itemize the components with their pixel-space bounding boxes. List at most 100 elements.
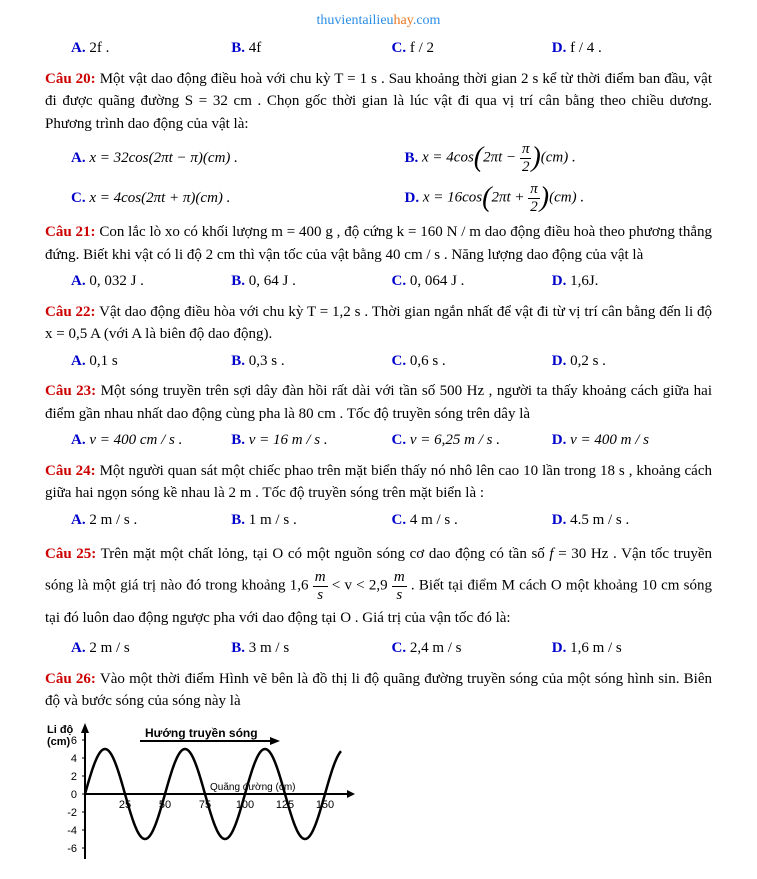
header-part2: hay bbox=[394, 13, 413, 28]
q19-c: f / 2 bbox=[410, 40, 434, 56]
label-a: A. bbox=[71, 147, 86, 170]
q21-c: 0, 064 J . bbox=[410, 273, 465, 289]
svg-text:0: 0 bbox=[71, 789, 77, 801]
q23-label: Câu 23: bbox=[45, 383, 96, 399]
q19-options: A. 2f . B. 4f C. f / 2 D. f / 4 . bbox=[45, 37, 712, 60]
svg-text:-4: -4 bbox=[67, 825, 77, 837]
q25-c: 2,4 m / s bbox=[410, 640, 462, 656]
header-part3: .com bbox=[413, 13, 441, 28]
q25-a: 2 m / s bbox=[89, 640, 129, 656]
q22-a: 0,1 s bbox=[89, 353, 117, 369]
svg-text:-6: -6 bbox=[67, 843, 77, 855]
q20-b: x = 4cos(2πt − π2)(cm) . bbox=[422, 141, 576, 175]
label-d: D. bbox=[552, 640, 567, 656]
label-c: C. bbox=[392, 512, 407, 528]
q21-b: 0, 64 J . bbox=[249, 273, 296, 289]
label-c: C. bbox=[392, 40, 407, 56]
label-d: D. bbox=[552, 40, 567, 56]
svg-text:125: 125 bbox=[276, 799, 294, 811]
q19-b: 4f bbox=[249, 40, 262, 56]
q23-b: v = 16 m / s . bbox=[249, 432, 328, 448]
q20-row2: C. x = 4cos(2πt + π)(cm) . D. x = 16cos(… bbox=[45, 181, 712, 215]
q23-options: A. v = 400 cm / s . B. v = 16 m / s . C.… bbox=[45, 429, 712, 452]
q22-options: A. 0,1 s B. 0,3 s . C. 0,6 s . D. 0,2 s … bbox=[45, 350, 712, 373]
q23-text: Một sóng truyền trên sợi dây đàn hồi rất… bbox=[45, 383, 712, 422]
label-a: A. bbox=[71, 40, 86, 56]
q21-a: 0, 032 J . bbox=[89, 273, 144, 289]
q20: Câu 20: Một vật dao động điều hoà với ch… bbox=[45, 68, 712, 136]
label-a: A. bbox=[71, 432, 86, 448]
svg-text:-2: -2 bbox=[67, 807, 77, 819]
label-b: B. bbox=[231, 432, 245, 448]
q22: Câu 22: Vật dao động điều hòa với chu kỳ… bbox=[45, 301, 712, 346]
label-a: A. bbox=[71, 640, 86, 656]
wave-graph: 6420-2-4-6255075100125150Li độ(cm)Quãng … bbox=[45, 719, 365, 869]
label-c: C. bbox=[392, 432, 407, 448]
q21-label: Câu 21: bbox=[45, 224, 96, 240]
label-c: C. bbox=[71, 187, 86, 210]
q24-label: Câu 24: bbox=[45, 463, 96, 479]
q25-b: 3 m / s bbox=[249, 640, 289, 656]
q24-options: A. 2 m / s . B. 1 m / s . C. 4 m / s . D… bbox=[45, 509, 712, 532]
q24-a: 2 m / s . bbox=[89, 512, 137, 528]
q21-options: A. 0, 032 J . B. 0, 64 J . C. 0, 064 J .… bbox=[45, 270, 712, 293]
q24-b: 1 m / s . bbox=[249, 512, 297, 528]
label-b: B. bbox=[231, 273, 245, 289]
q26-text: Vào một thời điểm Hình vẽ bên là đồ thị … bbox=[45, 671, 712, 710]
q26-label: Câu 26: bbox=[45, 671, 96, 687]
svg-text:150: 150 bbox=[316, 799, 334, 811]
label-d: D. bbox=[552, 273, 567, 289]
q24-text: Một người quan sát một chiếc phao trên m… bbox=[45, 463, 712, 502]
label-b: B. bbox=[231, 353, 245, 369]
label-d: D. bbox=[552, 432, 567, 448]
q22-c: 0,6 s . bbox=[410, 353, 446, 369]
q25-t1: Trên mặt một chất lỏng, tại O có một ngu… bbox=[96, 546, 549, 562]
label-b: B. bbox=[231, 512, 245, 528]
svg-text:100: 100 bbox=[236, 799, 254, 811]
q20-row1: A. x = 32cos(2πt − π)(cm) . B. x = 4cos(… bbox=[45, 141, 712, 175]
q23-a: v = 400 cm / s . bbox=[89, 432, 182, 448]
q24: Câu 24: Một người quan sát một chiếc pha… bbox=[45, 460, 712, 505]
q19-d: f / 4 . bbox=[570, 40, 602, 56]
q20-c: x = 4cos(2πt + π)(cm) . bbox=[89, 187, 230, 210]
q25-options: A. 2 m / s B. 3 m / s C. 2,4 m / s D. 1,… bbox=[45, 637, 712, 660]
label-c: C. bbox=[392, 353, 407, 369]
label-c: C. bbox=[392, 273, 407, 289]
q25: Câu 25: Trên mặt một chất lỏng, tại O có… bbox=[45, 539, 712, 633]
q21-d: 1,6J. bbox=[570, 273, 598, 289]
q23-c: v = 6,25 m / s . bbox=[410, 432, 500, 448]
label-d: D. bbox=[405, 187, 420, 210]
q23: Câu 23: Một sóng truyền trên sợi dây đàn… bbox=[45, 380, 712, 425]
q26: Câu 26: Vào một thời điểm Hình vẽ bên là… bbox=[45, 668, 712, 713]
q21-text: Con lắc lò xo có khối lượng m = 400 g , … bbox=[45, 224, 712, 263]
svg-text:2: 2 bbox=[71, 771, 77, 783]
q24-d: 4.5 m / s . bbox=[570, 512, 629, 528]
label-b: B. bbox=[231, 640, 245, 656]
label-c: C. bbox=[392, 640, 407, 656]
q25-label: Câu 25: bbox=[45, 546, 96, 562]
q25-d: 1,6 m / s bbox=[570, 640, 622, 656]
q25-t3: < v < 2,9 bbox=[328, 577, 392, 593]
page-header: thuvientailieuhay.com bbox=[45, 10, 712, 31]
svg-text:(cm): (cm) bbox=[47, 736, 71, 748]
svg-text:4: 4 bbox=[71, 753, 77, 765]
q22-text: Vật dao động điều hòa với chu kỳ T = 1,2… bbox=[45, 304, 712, 343]
q23-d: v = 400 m / s bbox=[570, 432, 649, 448]
svg-text:Hướng truyền sóng: Hướng truyền sóng bbox=[145, 726, 258, 740]
svg-text:6: 6 bbox=[71, 735, 77, 747]
label-b: B. bbox=[231, 40, 245, 56]
q22-d: 0,2 s . bbox=[570, 353, 606, 369]
q22-label: Câu 22: bbox=[45, 304, 96, 320]
label-a: A. bbox=[71, 353, 86, 369]
label-a: A. bbox=[71, 512, 86, 528]
q20-text: Một vật dao động điều hoà với chu kỳ T =… bbox=[45, 71, 712, 132]
q21: Câu 21: Con lắc lò xo có khối lượng m = … bbox=[45, 221, 712, 266]
q20-a: x = 32cos(2πt − π)(cm) . bbox=[89, 147, 238, 170]
q20-label: Câu 20: bbox=[45, 71, 96, 87]
label-d: D. bbox=[552, 512, 567, 528]
label-b: B. bbox=[405, 147, 419, 170]
q20-d: x = 16cos(2πt + π2)(cm) . bbox=[423, 181, 584, 215]
label-a: A. bbox=[71, 273, 86, 289]
q24-c: 4 m / s . bbox=[410, 512, 458, 528]
q19-a: 2f . bbox=[89, 40, 109, 56]
